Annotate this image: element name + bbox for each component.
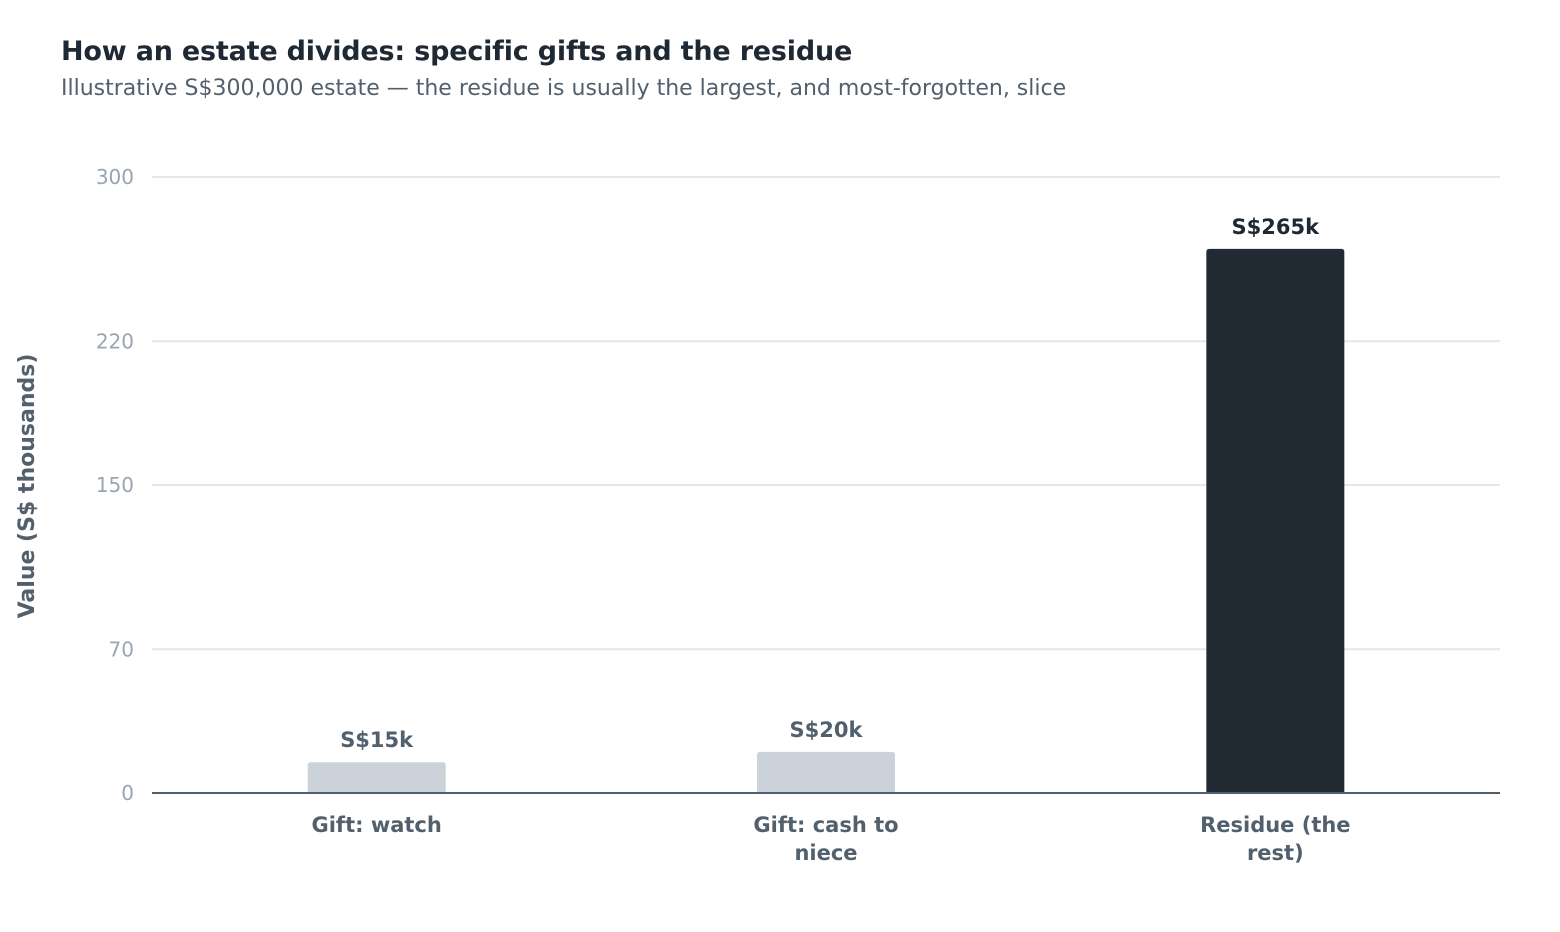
bar [307,762,446,793]
y-tick-label: 220 [96,329,134,353]
y-axis-ticks: 0 70 150 220 300 [96,165,134,805]
chart-subtitle: Illustrative S$300,000 estate — the resi… [61,76,1067,101]
x-tick-label: Residue (the [1200,813,1350,837]
chart-title: How an estate divides: specific gifts an… [61,36,853,67]
bar-value-label: S$15k [340,728,414,752]
x-axis-category-labels: Gift: watch Gift: cash to niece Residue (th… [312,813,1351,865]
x-tick-label: Gift: watch [312,813,442,837]
y-axis-title: Value (S$ thousands) [15,354,40,619]
bars [307,248,1345,793]
x-tick-label: rest) [1247,841,1304,865]
bar-value-label: S$20k [790,718,864,742]
x-tick-label: Gift: cash to [753,813,898,837]
x-tick-label: niece [794,841,857,865]
bar [1206,248,1345,793]
bar [757,751,895,793]
y-tick-label: 150 [96,473,134,497]
value-labels: S$15k S$20k S$265k [340,215,1320,752]
y-tick-label: 0 [121,781,134,805]
bar-value-label: S$265k [1232,215,1321,239]
y-tick-label: 70 [109,637,134,661]
y-tick-label: 300 [96,165,134,189]
